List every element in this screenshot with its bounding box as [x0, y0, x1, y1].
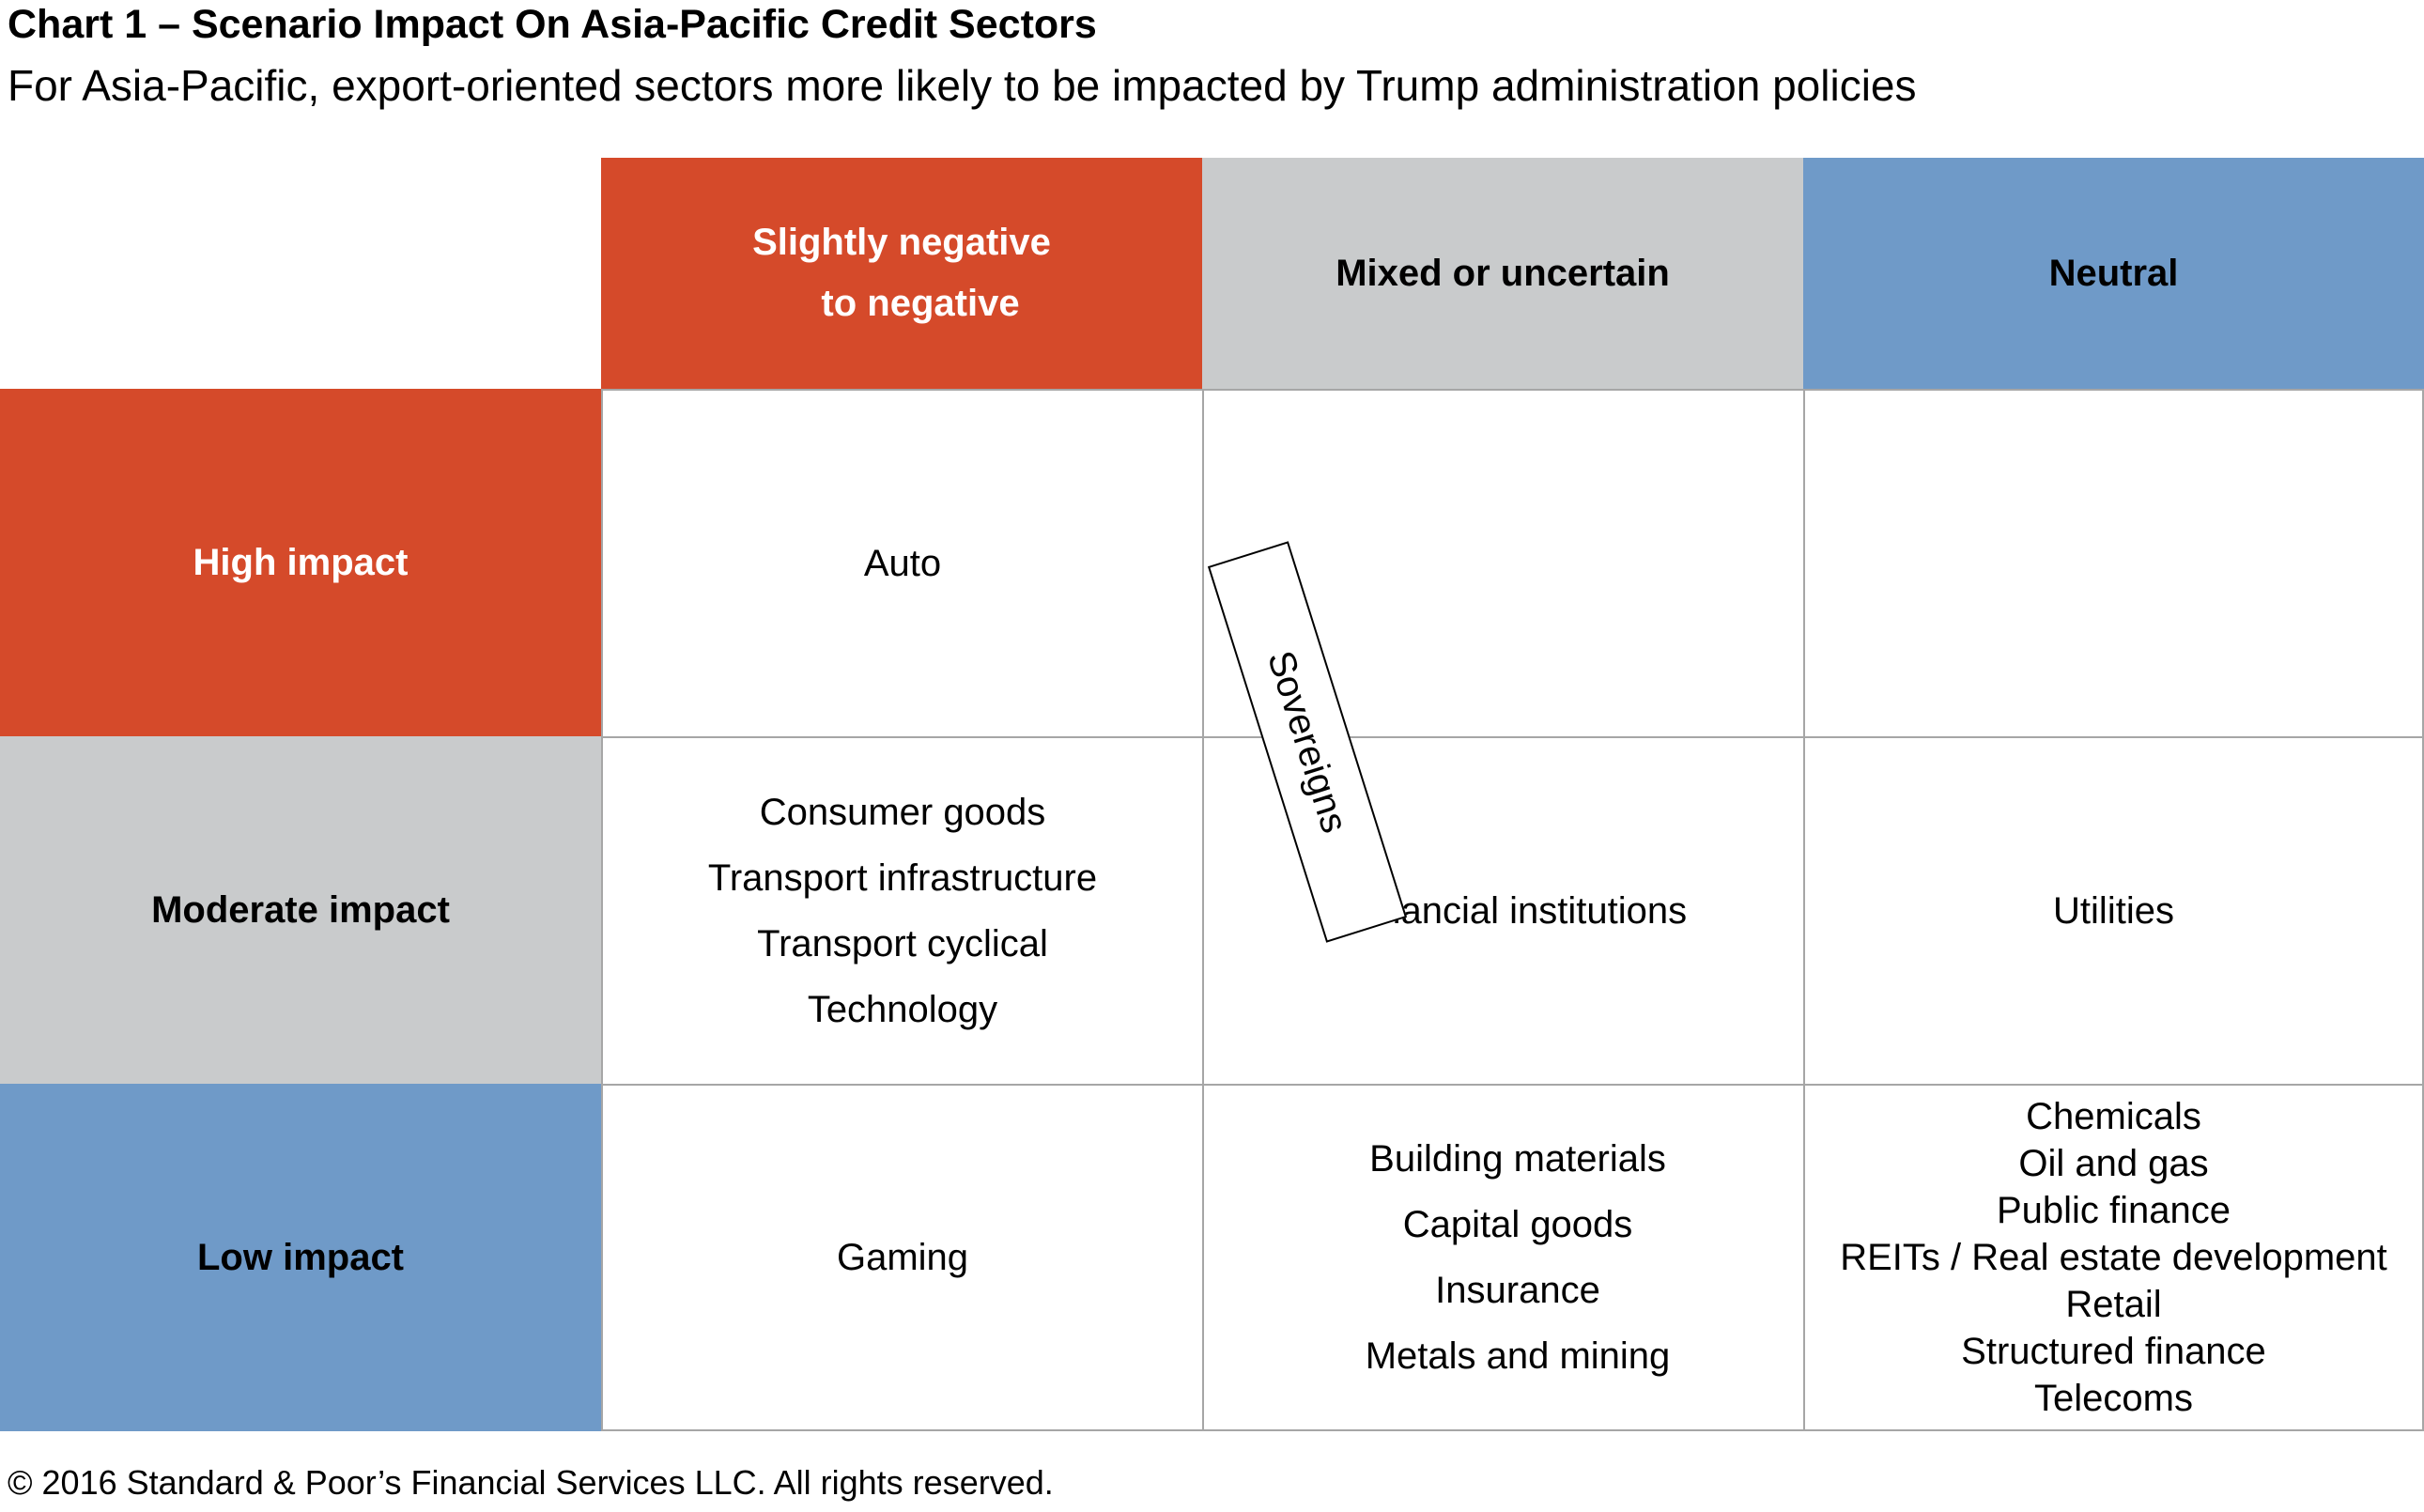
cell-low-negative: Gaming: [601, 1084, 1202, 1431]
sector-label: Transport cyclical: [757, 923, 1048, 964]
cell-high-negative: Auto: [601, 389, 1202, 736]
sector-label: Consumer goods: [759, 792, 1046, 833]
cell-moderate-negative: Consumer goods Transport infrastructure …: [601, 736, 1202, 1084]
sector-label: Technology: [807, 989, 998, 1030]
column-header-negative: Slightly negative to negative: [601, 158, 1202, 389]
column-header-neutral-label: Neutral: [2048, 252, 2179, 294]
column-header-negative-line2: to negative: [821, 283, 1020, 324]
sector-label: Telecoms: [2034, 1378, 2193, 1419]
cell-low-mixed: Building materials Capital goods Insuran…: [1202, 1084, 1803, 1431]
chart-subtitle: For Asia-Pacific, export-oriented sector…: [8, 61, 1917, 110]
sector-label: Auto: [863, 543, 942, 584]
sector-label: Transport infrastructure: [707, 857, 1098, 899]
cell-moderate-neutral: Utilities: [1803, 736, 2424, 1084]
sector-label: Retail: [2065, 1284, 2162, 1325]
sector-label: Oil and gas: [2018, 1143, 2209, 1184]
sector-label: Gaming: [836, 1237, 969, 1278]
row-header-moderate: Moderate impact: [0, 736, 601, 1084]
copyright-footer: © 2016 Standard & Poor’s Financial Servi…: [8, 1463, 1054, 1502]
sector-label: Public finance: [1996, 1190, 2231, 1231]
cell-high-neutral: [1803, 389, 2424, 736]
row-header-moderate-label: Moderate impact: [151, 888, 450, 931]
column-header-negative-line1: Slightly negative: [752, 222, 1051, 263]
sector-label: Chemicals: [2026, 1096, 2201, 1137]
chart-title: Chart 1 – Scenario Impact On Asia-Pacifi…: [8, 2, 1097, 47]
cell-low-neutral: Chemicals Oil and gas Public finance REI…: [1803, 1084, 2424, 1431]
sector-label: Structured finance: [1961, 1331, 2266, 1372]
sector-label: Capital goods: [1402, 1204, 1633, 1245]
row-header-low: Low impact: [0, 1084, 601, 1431]
row-header-high: High impact: [0, 389, 601, 736]
row-header-high-label: High impact: [193, 541, 409, 583]
column-header-mixed: Mixed or uncertain: [1202, 158, 1803, 389]
column-header-mixed-label: Mixed or uncertain: [1336, 252, 1670, 294]
row-header-low-label: Low impact: [196, 1236, 405, 1278]
sector-label: Metals and mining: [1365, 1335, 1671, 1377]
sector-label: Insurance: [1435, 1270, 1600, 1311]
column-header-neutral: Neutral: [1803, 158, 2424, 389]
sector-label: REITs / Real estate development: [1840, 1237, 2387, 1278]
cell-high-mixed: [1202, 389, 1803, 736]
sector-label: Utilities: [2053, 890, 2174, 932]
sector-label: Building materials: [1369, 1138, 1666, 1180]
